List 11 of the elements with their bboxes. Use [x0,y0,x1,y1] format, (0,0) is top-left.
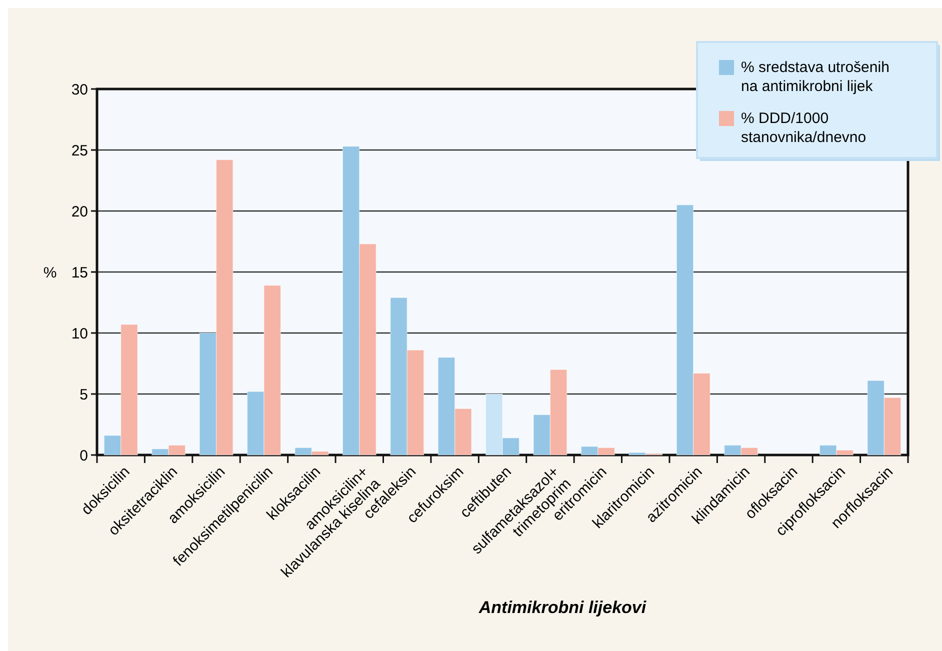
legend-label: % sredstava utrošenih na antimikrobni lijek [741,59,890,95]
y-tick-label: 0 [80,447,88,464]
y-tick-label: 30 [71,81,88,98]
y-tick-label: 20 [71,203,88,220]
legend-label: % DDD/1000 stanovnika/dnevno [741,110,866,146]
y-tick-label: 5 [80,386,88,404]
y-tick-label: 15 [71,264,88,282]
y-tick-label: 25 [71,142,88,160]
x-axis-title: Antimikrobni lijekovi [478,598,648,617]
y-tick-label: 10 [71,325,88,342]
y-axis-title: % [43,264,57,282]
